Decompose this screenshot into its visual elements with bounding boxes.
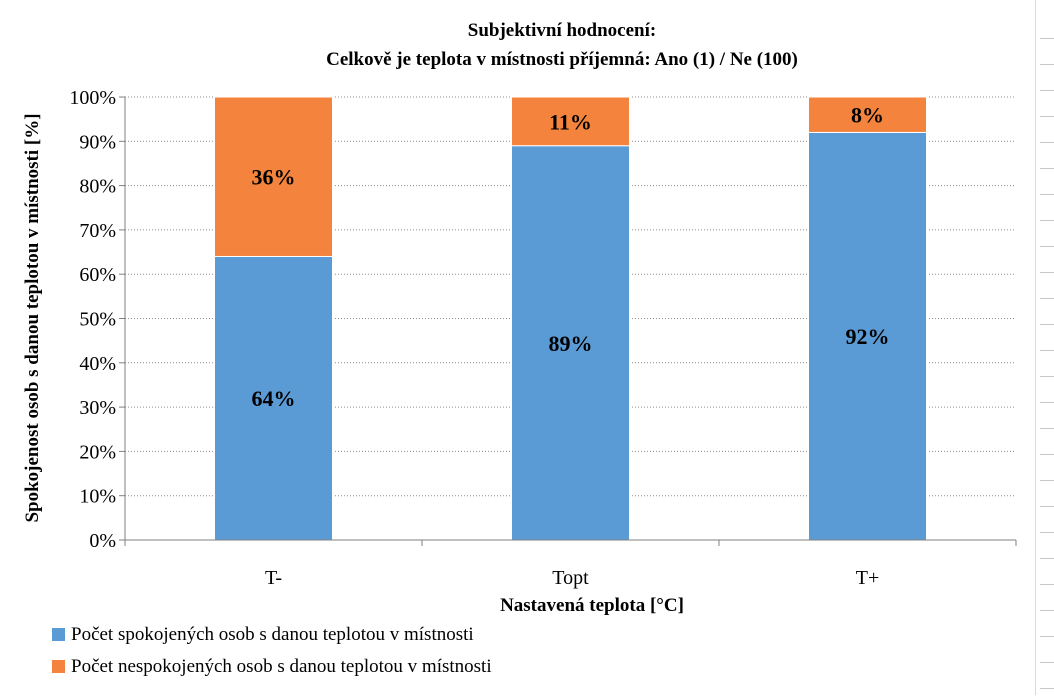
edge-tick bbox=[1040, 298, 1054, 299]
bars: 64% 36% 89% 11% 92% 8% bbox=[214, 96, 927, 541]
edge-tick bbox=[1040, 376, 1054, 377]
axes bbox=[124, 97, 1016, 541]
bar-data-label: 11% bbox=[549, 109, 592, 134]
bar-data-label: 64% bbox=[252, 386, 296, 411]
bar-data-label: 36% bbox=[252, 165, 296, 190]
edge-tick bbox=[1040, 350, 1054, 351]
legend-label: Počet spokojených osob s danou teplotou … bbox=[71, 624, 474, 645]
y-tick-label: 50% bbox=[79, 309, 116, 331]
edge-tick bbox=[1040, 90, 1054, 91]
chart-title-line-1: Subjektivní hodnocení: bbox=[468, 20, 656, 41]
y-axis-title: Spokojenost osob s danou teplotou v míst… bbox=[22, 113, 43, 522]
edge-tick bbox=[1040, 688, 1054, 689]
bar-data-label: 8% bbox=[851, 103, 884, 128]
edge-tick bbox=[1040, 272, 1054, 273]
edge-tick bbox=[1040, 428, 1054, 429]
legend-swatch bbox=[52, 628, 65, 641]
y-tick-label: 60% bbox=[79, 264, 116, 286]
edge-tick bbox=[1040, 324, 1054, 325]
y-tick-label: 70% bbox=[79, 220, 116, 242]
edge-tick bbox=[1040, 402, 1054, 403]
x-tick-label: T+ bbox=[856, 567, 880, 589]
bar-data-label: 89% bbox=[549, 331, 593, 356]
x-tick-label: T- bbox=[265, 567, 282, 589]
edge-tick bbox=[1040, 610, 1054, 611]
edge-tick bbox=[1040, 142, 1054, 143]
legend-label: Počet nespokojených osob s danou teploto… bbox=[71, 656, 492, 677]
bar-segment bbox=[214, 96, 333, 257]
y-tick-label: 30% bbox=[79, 397, 116, 419]
bar-data-label: 92% bbox=[846, 324, 890, 349]
y-tick-label: 0% bbox=[89, 530, 116, 552]
edge-tick bbox=[1040, 506, 1054, 507]
legend-swatch bbox=[52, 660, 65, 673]
edge-tick bbox=[1040, 246, 1054, 247]
edge-tick bbox=[1040, 636, 1054, 637]
bar-segment bbox=[808, 131, 927, 541]
edge-tick bbox=[1040, 662, 1054, 663]
edge-tick bbox=[1040, 220, 1054, 221]
bar-segment bbox=[511, 96, 630, 147]
y-tick-label: 20% bbox=[79, 441, 116, 463]
x-axis-ticks: T- Topt T+ bbox=[124, 540, 1017, 589]
edge-tick bbox=[1040, 480, 1054, 481]
y-tick-label: 10% bbox=[79, 486, 116, 508]
edge-tick bbox=[1040, 532, 1054, 533]
edge-tick bbox=[1040, 454, 1054, 455]
y-tick-label: 90% bbox=[79, 131, 116, 153]
edge-tick bbox=[1040, 38, 1054, 39]
x-axis-title: Nastavená teplota [°C] bbox=[500, 595, 684, 616]
edge-tick bbox=[1040, 168, 1054, 169]
right-edge-strip bbox=[1035, 0, 1054, 695]
chart-title-line-2: Celkově je teplota v místnosti příjemná:… bbox=[326, 49, 798, 70]
y-axis-ticks: 0% 10% 20% 30% 40% 50% 60% 70% 80% 90% 100% bbox=[69, 87, 125, 552]
y-tick-label: 100% bbox=[69, 87, 116, 109]
chart-svg: Subjektivní hodnocení: Celkově je teplot… bbox=[22, 20, 1017, 677]
chart-title: Subjektivní hodnocení: Celkově je teplot… bbox=[326, 20, 798, 70]
bar-segment bbox=[511, 145, 630, 541]
edge-tick bbox=[1040, 116, 1054, 117]
edge-tick bbox=[1040, 558, 1054, 559]
edge-tick bbox=[1040, 584, 1054, 585]
y-tick-label: 40% bbox=[79, 353, 116, 375]
edge-tick bbox=[1040, 194, 1054, 195]
legend: Počet spokojených osob s danou teplotou … bbox=[52, 624, 492, 677]
bar-segment bbox=[808, 96, 927, 133]
edge-tick bbox=[1040, 64, 1054, 65]
bar-segment bbox=[214, 255, 333, 541]
y-tick-label: 80% bbox=[79, 176, 116, 198]
x-tick-label: Topt bbox=[552, 567, 589, 589]
